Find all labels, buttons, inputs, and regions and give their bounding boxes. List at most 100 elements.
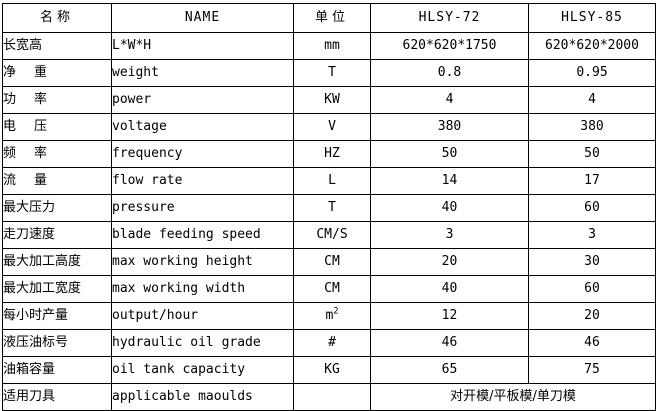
cell-spec-ename: output/hour [111,302,294,330]
cell-spec-name: 最大加工高度 [2,248,112,276]
cell-spec-ename: power [111,86,294,114]
cell-value-hlsy-85: 75 [528,356,656,384]
cell-unit: m2 [293,302,371,330]
table-header: 名称 NAME 单位 HLSY-72 HLSY-85 [2,3,656,33]
table-row: 长宽高 L*W*H mm 620*620*1750 620*620*2000 [2,32,656,60]
spec-name-part-b: 量 [34,172,48,188]
table-row: 频率 frequency HZ 50 50 [2,140,656,168]
specification-sheet: 名称 NAME 单位 HLSY-72 HLSY-85 长宽高 L*W*H mm 620… [2,3,656,411]
cell-spec-ename: pressure [111,194,294,222]
spec-name-label: 长宽高 [3,37,43,53]
table-row: 流量 flow rate L 14 17 [2,167,656,195]
column-header-name: 名称 [2,3,112,33]
cell-spec-ename: L*W*H [111,32,294,60]
cell-value-hlsy-85: 50 [528,140,656,168]
cell-value-merged-moulds: 对开模/平板模/单刀模 [370,383,656,411]
cell-spec-name: 最大加工宽度 [2,275,112,303]
cell-value-hlsy-72: 380 [370,113,529,141]
cell-value-hlsy-85: 4 [528,86,656,114]
cell-value-hlsy-72: 65 [370,356,529,384]
cell-unit: CM [293,248,371,276]
cell-unit: L [293,167,371,195]
cell-unit: # [293,329,371,357]
cell-spec-name: 功率 [2,86,112,114]
cell-spec-ename: applicable maoulds [111,383,294,411]
cell-value-hlsy-72: 50 [370,140,529,168]
table-row: 电压 voltage V 380 380 [2,113,656,141]
cell-value-hlsy-72: 40 [370,275,529,303]
column-header-model-hlsy-85: HLSY-85 [528,3,656,33]
cell-value-hlsy-72: 46 [370,329,529,357]
column-header-unit: 单位 [293,3,371,33]
cell-value-hlsy-72: 14 [370,167,529,195]
cell-value-hlsy-72: 12 [370,302,529,330]
cell-value-hlsy-72: 0.8 [370,59,529,87]
table-row: 最大加工宽度 max working width CM 40 60 [2,275,656,303]
cell-spec-name: 长宽高 [2,32,112,60]
cell-spec-name: 每小时产量 [2,302,112,330]
table-header-row: 名称 NAME 单位 HLSY-72 HLSY-85 [2,3,656,33]
spec-name-label: 最大压力 [3,199,56,215]
spec-name-part-b: 压 [34,118,48,134]
cell-unit: T [293,59,371,87]
cell-unit: T [293,194,371,222]
cell-value-hlsy-72: 20 [370,248,529,276]
cell-spec-ename: max working width [111,275,294,303]
spec-name-part-a: 功 [3,91,17,107]
cell-unit: HZ [293,140,371,168]
unit-base: m [325,307,334,323]
cell-spec-name: 电压 [2,113,112,141]
table-row: 功率 power KW 4 4 [2,86,656,114]
table-row: 适用刀具 applicable maoulds 对开模/平板模/单刀模 [2,383,656,411]
table-row: 每小时产量 output/hour m2 12 20 [2,302,656,330]
spec-name-part-a: 电 [3,118,17,134]
cell-spec-name: 液压油标号 [2,329,112,357]
spec-name-label: 净重 [4,64,48,80]
cell-unit: KG [293,356,371,384]
cell-value-hlsy-85: 60 [528,275,656,303]
spec-name-part-b: 率 [34,145,48,161]
cell-value-hlsy-85: 30 [528,248,656,276]
unit-exponent: 2 [333,306,339,317]
table-row: 液压油标号 hydraulic oil grade #46 46 [2,329,656,357]
spec-name-label: 频率 [3,145,48,161]
cell-unit: CM [293,275,371,303]
spec-name-label: 最大加工宽度 [3,280,82,296]
cell-value-hlsy-72: 4 [370,86,529,114]
cell-value-hlsy-85: 17 [528,167,656,195]
spec-name-part-b: 重 [34,64,48,80]
specification-table: 名称 NAME 单位 HLSY-72 HLSY-85 长宽高 L*W*H mm 620… [2,3,656,411]
spec-name-part-a: 频 [3,145,17,161]
cell-value-hlsy-85: 620*620*2000 [528,32,656,60]
spec-name-part-a: 流 [3,172,17,188]
spec-name-label: 油箱容量 [3,361,56,377]
cell-spec-name: 最大压力 [2,194,112,222]
cell-spec-ename: max working height [111,248,294,276]
cell-unit: mm [293,32,371,60]
cell-unit [293,383,371,411]
cell-spec-name: 频率 [2,140,112,168]
cell-unit: V [293,113,371,141]
spec-name-label: 流量 [3,172,48,188]
cell-value-hlsy-72: 3 [370,221,529,249]
spec-name-part-b: 率 [34,91,48,107]
cell-spec-name: 适用刀具 [2,383,112,411]
table-row: 最大加工高度 max working height CM 20 30 [2,248,656,276]
spec-name-label: 液压油标号 [3,334,69,350]
cell-spec-ename: frequency [111,140,294,168]
cell-value-hlsy-85: 380 [528,113,656,141]
cell-spec-ename: flow rate [111,167,294,195]
cell-value-hlsy-72: 40 [370,194,529,222]
cell-unit: CM/S [293,221,371,249]
cell-value-hlsy-85: 3 [528,221,656,249]
cell-spec-ename: voltage [111,113,294,141]
column-header-model-hlsy-72: HLSY-72 [370,3,529,33]
column-header-ename: NAME [111,3,294,33]
table-row: 走刀速度 blade feeding speed CM/S 3 3 [2,221,656,249]
spec-name-label: 电压 [3,118,48,134]
table-body: 长宽高 L*W*H mm 620*620*1750 620*620*2000 净重 weig… [2,32,656,411]
cell-value-hlsy-85: 60 [528,194,656,222]
cell-value-hlsy-85: 46 [528,329,656,357]
cell-spec-ename: hydraulic oil grade [111,329,294,357]
cell-value-hlsy-85: 20 [528,302,656,330]
